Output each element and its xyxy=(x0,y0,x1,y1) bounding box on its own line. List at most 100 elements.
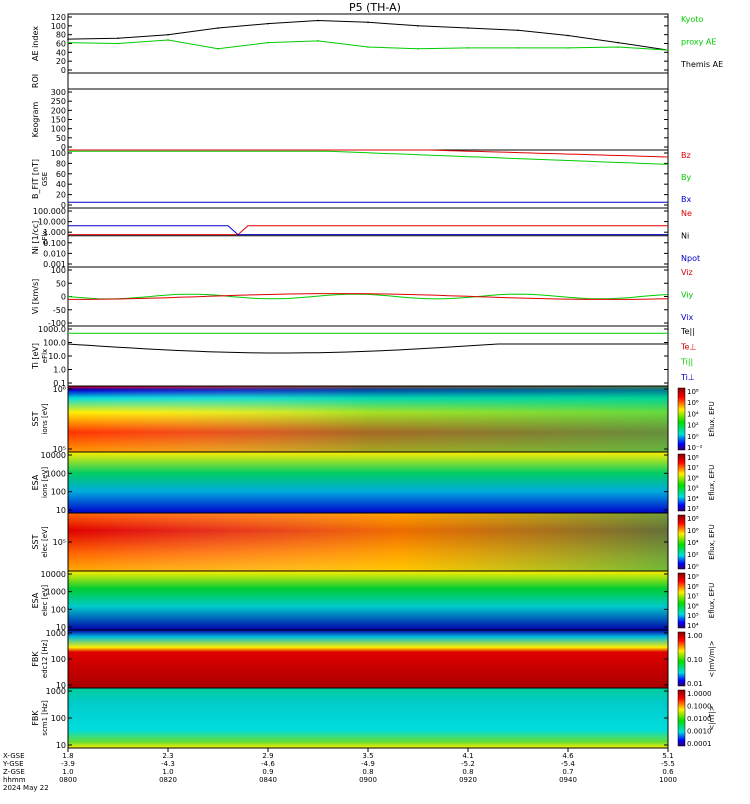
xaxis-row-label: Y-GSE xyxy=(2,760,24,768)
colorbar-sst_i-label: Eflux, EFU xyxy=(708,401,716,436)
colorbar-esa_e-tick: 10⁸ xyxy=(687,583,699,591)
xaxis-value: -4.6 xyxy=(261,760,275,768)
series-0-point xyxy=(67,38,69,40)
panel-ti-tick-label: 10.0 xyxy=(48,352,66,361)
panel-keogram-tick-label: 200 xyxy=(51,106,66,115)
panel-bfit-tick-label: 100 xyxy=(51,149,66,158)
colorbar-esa_e xyxy=(677,572,686,629)
colorbar-sst_i-tick: 10⁰ xyxy=(687,433,699,441)
colorbar-sst_i xyxy=(677,387,686,451)
xaxis-value: 0920 xyxy=(459,776,477,784)
colorbar-sst_e xyxy=(677,514,686,570)
panel-ni-tick-label: 100.000 xyxy=(33,207,66,216)
legend-vi-0: Viz xyxy=(681,268,693,277)
legend-ni-1: Ni xyxy=(681,232,689,241)
panel-fbk_b-area xyxy=(68,688,668,748)
xaxis-value: 0.6 xyxy=(662,768,674,776)
xaxis-value: 5.1 xyxy=(662,752,673,760)
colorbar-esa_i-tick: 10⁸ xyxy=(687,454,699,462)
panel-vi-tick-label: 50 xyxy=(56,279,66,288)
xaxis-row-label: Z-GSE xyxy=(3,768,25,776)
panel-sst_e-ylabel: SST xyxy=(31,534,40,549)
colorbar-sst_i-tick: 10⁶ xyxy=(687,399,699,407)
colorbar-sst_e-tick: 10⁴ xyxy=(687,539,699,547)
chart-title: P5 (TH-A) xyxy=(349,1,401,14)
legend-ae-2: Themis AE xyxy=(680,60,723,69)
panel-bfit-ylabel2: GSE xyxy=(41,172,49,186)
xaxis-value: 0.8 xyxy=(362,768,373,776)
legend-ti-3: Ti⊥ xyxy=(680,373,695,382)
panel-keogram-tick-label: 300 xyxy=(51,88,66,97)
xaxis-value: 0820 xyxy=(159,776,177,784)
xaxis-value: -5.2 xyxy=(461,760,475,768)
panel-esa_e-tick-label: 100 xyxy=(51,605,66,614)
colorbar-esa_e-tick: 10⁷ xyxy=(687,593,699,601)
panel-ti-tick-label: 1.0 xyxy=(53,366,66,375)
panel-ae-tick-label: 40 xyxy=(56,48,66,57)
legend-ti-1: Te⊥ xyxy=(680,342,696,351)
panel-keogram-tick-label: 0 xyxy=(61,143,66,152)
series-1-point xyxy=(117,42,119,45)
panel-sst_i-ylabel2: ions [eV] xyxy=(41,403,49,434)
legend-ni-2: Npot xyxy=(681,254,700,263)
panel-keogram-tick-label: 100 xyxy=(51,125,66,134)
colorbar-esa_e-tick: 10⁴ xyxy=(687,622,699,630)
panel-esa_i: ESA ions [eV] 10000 1000 100 10 10⁸ 10⁷ 10⁶ 10⁵ 10… xyxy=(31,451,716,515)
xaxis-value: 1000 xyxy=(659,776,677,784)
panel-roi: ROI xyxy=(31,72,669,90)
colorbar-esa_e-tick: 10⁹ xyxy=(687,573,699,581)
series-0-point xyxy=(167,33,169,36)
panel-sst_i-ylabel: SST xyxy=(31,411,40,426)
xaxis-value: 0940 xyxy=(559,776,577,784)
trace-te xyxy=(67,343,668,354)
panel-keogram-ylabel: Keogram xyxy=(31,101,40,137)
xaxis-row-label: X-GSE xyxy=(3,752,25,760)
panel-ae-tick-label: 100 xyxy=(51,22,66,31)
series-0-point xyxy=(517,29,519,32)
series-1-point xyxy=(667,49,669,51)
colorbar-fbk_b-tick: 0.0100 xyxy=(687,715,712,723)
trace-viy xyxy=(67,293,669,300)
colorbar-fbk_e xyxy=(677,631,686,687)
xaxis-value: -3.9 xyxy=(61,760,75,768)
trace-viz xyxy=(68,293,669,300)
colorbar-esa_i-label: Eflux, EFU xyxy=(708,465,716,500)
xaxis-value: 0900 xyxy=(359,776,377,784)
colorbar-esa_i-tick: 10⁵ xyxy=(687,485,699,493)
xaxis-value: 0840 xyxy=(259,776,277,784)
colorbar-sst_i-tick: 10² xyxy=(687,422,699,430)
panel-esa_i-tick-label: 1000 xyxy=(46,469,66,478)
series-0-point xyxy=(367,21,369,24)
panel-fbk_e-tick-label: 1000 xyxy=(46,629,66,638)
xaxis-value: 0.7 xyxy=(562,768,573,776)
legend-vi-1: Viy xyxy=(681,291,694,300)
colorbar-esa_i xyxy=(677,453,686,512)
xaxis-value: -4.3 xyxy=(161,760,175,768)
xaxis-value: -5.5 xyxy=(661,760,675,768)
legend-bfit-1: By xyxy=(681,173,691,182)
colorbar-fbk_e-tick: 1.00 xyxy=(687,632,703,640)
series-1-point xyxy=(267,41,269,44)
legend-ti-2: Ti|| xyxy=(680,358,693,367)
colorbar-esa_e-tick: 10⁵ xyxy=(687,612,699,620)
colorbar-esa_i-tick: 10⁴ xyxy=(687,495,699,503)
colorbar-sst_e-tick: 10⁰ xyxy=(687,563,699,571)
panel-roi-ylabel: ROI xyxy=(31,74,40,88)
xaxis-value: 0.9 xyxy=(262,768,273,776)
panel-fbk_e-ylabel2: edc12 [Hz] xyxy=(41,640,49,678)
xaxis-value: 0800 xyxy=(59,776,77,784)
panel-vi-tick-label: 100 xyxy=(51,266,66,275)
panel-sst_i: SST ions [eV] 10⁶ 10⁵ 10⁸ 10⁶ 10⁴ 10² 10⁰ 10⁻² Efl… xyxy=(31,385,716,454)
panel-fbk_b-tick-label: 1000 xyxy=(46,687,66,696)
panel-esa_i-tick-label: 10 xyxy=(56,506,66,515)
panel-esa_i-ylabel2: ions [eV] xyxy=(41,467,49,498)
series-1-point xyxy=(567,47,569,49)
trace-bz xyxy=(68,149,669,158)
colorbar-sst_e-tick: 10² xyxy=(687,551,699,559)
colorbar-fbk_b-label: <|nT|> xyxy=(708,705,716,730)
panel-fbk_e-tick-label: 10 xyxy=(56,681,66,690)
